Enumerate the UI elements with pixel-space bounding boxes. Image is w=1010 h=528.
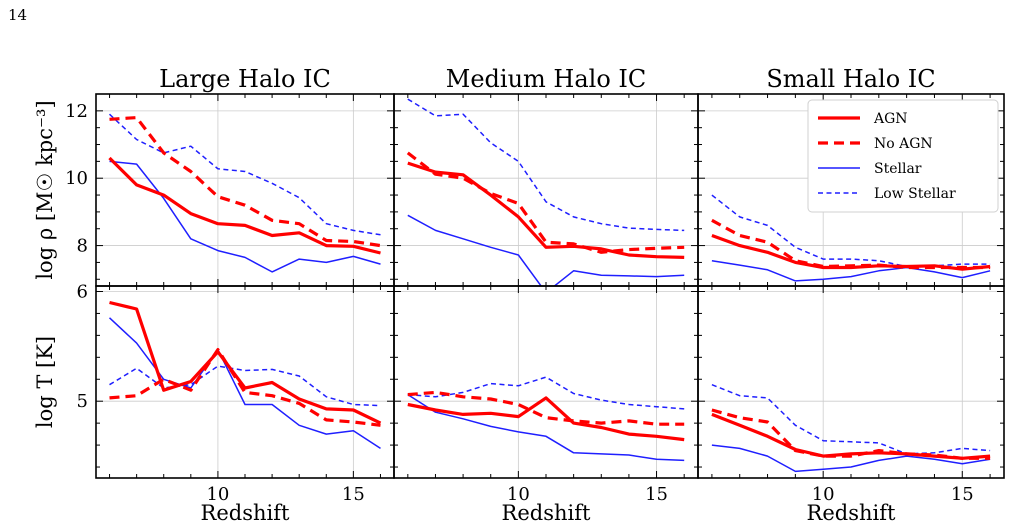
y-axis-label-density: log ρ [M☉ kpc⁻³] (33, 100, 57, 279)
series-line-agn (109, 300, 382, 425)
series-line-agn (407, 396, 685, 442)
x-tick-label: 10 (206, 484, 229, 505)
legend-label: No AGN (874, 136, 933, 152)
y-axis-label-temperature: log T [K] (33, 336, 57, 428)
series-line-stellar (711, 444, 991, 473)
legend-box (807, 99, 999, 213)
y-tick-label: 12 (65, 101, 88, 122)
panel-2-temperature: 10 15 Redshift (697, 285, 1005, 525)
x-axis-label: Redshift (502, 501, 591, 525)
series-line-agn (108, 156, 381, 255)
x-tick-label: 10 (507, 484, 530, 505)
series-line-low-stellar (109, 365, 381, 407)
panel-0-temperature: 10 15 Redshift 5 6 (77, 281, 395, 525)
panel-title: Large Halo IC (159, 65, 331, 93)
legend: AGN No AGN Stellar Low Stellar (807, 99, 999, 213)
panel-1-density: Medium Halo IC (393, 65, 699, 287)
panel-frame (95, 285, 395, 479)
x-axis-label: Redshift (201, 501, 290, 525)
series-line-no-agn (711, 218, 991, 270)
series-line-stellar (109, 160, 381, 273)
x-axis-label: Redshift (807, 501, 896, 525)
series-line-low-stellar (407, 376, 685, 410)
page-number: 14 (8, 6, 28, 24)
series-line-low-stellar (407, 98, 685, 232)
series-line-no-agn (406, 151, 685, 254)
series-line-agn (711, 412, 991, 460)
x-tick-label: 15 (342, 484, 365, 505)
series-line-agn (711, 233, 991, 271)
series-line-agn (407, 161, 685, 259)
series-line-stellar (108, 317, 381, 450)
panel-title: Medium Halo IC (446, 65, 647, 93)
series-line-stellar (711, 259, 991, 282)
panel-frame (697, 285, 1005, 479)
series-line-low-stellar (108, 113, 381, 236)
series-line-stellar (407, 393, 685, 462)
y-tick-label: 8 (77, 236, 88, 257)
y-tick-label: 6 (77, 281, 88, 302)
y-tick-label: 5 (77, 391, 88, 412)
y-tick-label: 10 (65, 168, 88, 189)
series-line-no-agn (109, 348, 381, 427)
series-line-no-agn (109, 116, 381, 248)
legend-label: AGN (873, 111, 908, 127)
panel-2-density: Small Halo IC (697, 65, 1005, 287)
x-tick-label: 15 (951, 484, 974, 505)
x-tick-label: 10 (812, 484, 835, 505)
legend-label: Low Stellar (874, 186, 956, 202)
series-line-low-stellar (711, 384, 991, 455)
panel-0-density: 8 10 12 Large Halo IC (65, 65, 395, 287)
series-line-stellar (407, 214, 685, 286)
x-tick-label: 15 (645, 484, 668, 505)
legend-label: Stellar (874, 161, 922, 177)
panel-1-temperature: 10 15 Redshift (393, 285, 699, 525)
series-line-low-stellar (711, 194, 991, 268)
panel-title: Small Halo IC (766, 65, 935, 93)
panel-frame (393, 285, 699, 479)
